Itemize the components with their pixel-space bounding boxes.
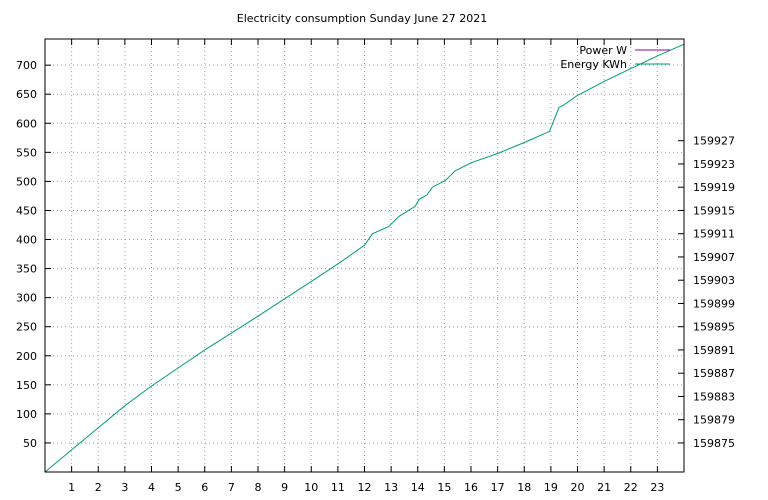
x-axis-ticks: 1 2 3 4 5 6 7 8 9 10 11 12 13 14 15 16 17 18 19 20 21 22 23 [68,39,664,494]
y2-tick-label: 159883 [693,390,735,403]
y-tick-label: 500 [16,175,37,188]
y-tick-label: 700 [16,59,37,72]
x-tick-label: 20 [571,481,585,494]
x-tick-label: 19 [544,481,558,494]
x-tick-label: 22 [624,481,638,494]
x-tick-label: 1 [68,481,75,494]
x-tick-label: 7 [228,481,235,494]
x-tick-label: 10 [304,481,318,494]
x-tick-label: 15 [437,481,451,494]
y-tick-label: 50 [23,437,37,450]
y2-tick-label: 159915 [693,204,735,217]
y2-axis-ticks: 159875 159879 159883 159887 159891 159895 1598… [678,135,735,450]
y2-tick-label: 159875 [693,437,735,450]
x-tick-label: 6 [201,481,208,494]
x-tick-label: 4 [148,481,155,494]
x-tick-label: 11 [331,481,345,494]
y-tick-label: 300 [16,292,37,305]
x-tick-label: 23 [650,481,664,494]
y-tick-label: 600 [16,117,37,130]
y-tick-label: 200 [16,350,37,363]
y2-tick-label: 159911 [693,228,735,241]
y2-tick-label: 159887 [693,367,735,380]
y2-tick-label: 159907 [693,251,735,264]
y-tick-label: 650 [16,88,37,101]
y2-tick-label: 159899 [693,297,735,310]
y-tick-label: 100 [16,408,37,421]
y2-tick-label: 159923 [693,158,735,171]
x-tick-label: 2 [95,481,102,494]
x-tick-label: 14 [411,481,425,494]
legend-label-power: Power W [579,44,627,57]
y-tick-label: 550 [16,146,37,159]
y2-tick-label: 159895 [693,321,735,334]
series-line-energy [44,43,685,473]
y-tick-label: 400 [16,234,37,247]
x-tick-label: 18 [517,481,531,494]
chart-title: Electricity consumption Sunday June 27 2… [237,12,487,25]
y-tick-label: 250 [16,321,37,334]
y2-tick-label: 159879 [693,414,735,427]
x-tick-label: 9 [281,481,288,494]
x-tick-label: 5 [175,481,182,494]
series-lines [44,43,685,473]
y-tick-label: 350 [16,263,37,276]
x-tick-label: 21 [597,481,611,494]
x-tick-label: 17 [491,481,505,494]
legend-label-energy: Energy KWh [560,58,627,71]
y-tick-label: 150 [16,379,37,392]
y2-tick-label: 159903 [693,274,735,287]
legend: Power W Energy KWh [560,44,670,71]
y2-tick-label: 159891 [693,344,735,357]
y2-tick-label: 159919 [693,181,735,194]
plot-frame [44,38,685,473]
x-tick-label: 12 [358,481,372,494]
y-tick-label: 450 [16,204,37,217]
x-tick-label: 13 [384,481,398,494]
x-tick-label: 8 [255,481,262,494]
x-tick-label: 3 [121,481,128,494]
y2-tick-label: 159927 [693,135,735,148]
x-tick-label: 16 [464,481,478,494]
grid [45,39,684,472]
y-axis-ticks: 50 100 150 200 250 300 350 400 450 500 550 600 650 70… [16,59,51,450]
